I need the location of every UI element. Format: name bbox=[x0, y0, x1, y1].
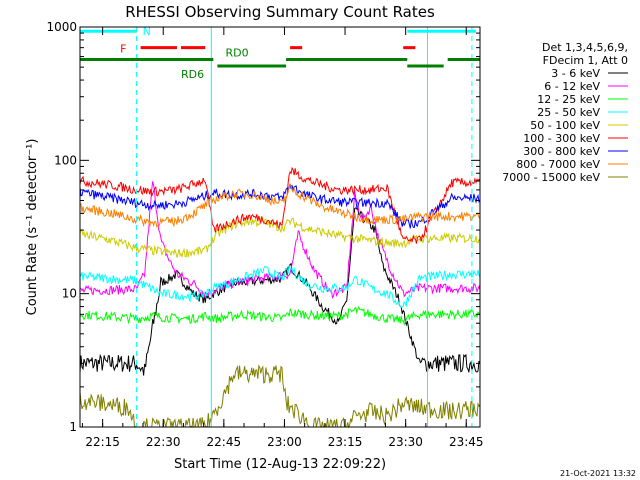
y-tick-label: 100 bbox=[54, 153, 77, 167]
y-tick-label: 10 bbox=[62, 287, 77, 301]
legend-label: 6 - 12 keV bbox=[544, 80, 600, 93]
x-tick-label: 23:00 bbox=[267, 435, 302, 449]
series-300-800-kev bbox=[79, 183, 481, 229]
timestamp: 21-Oct-2021 13:32 bbox=[560, 469, 636, 478]
x-tick-label: 22:30 bbox=[146, 435, 181, 449]
legend-label: 3 - 6 keV bbox=[551, 67, 600, 80]
x-tick-label: 23:15 bbox=[328, 435, 363, 449]
y-tick-label: 1000 bbox=[46, 20, 77, 34]
chart-title: RHESSI Observing Summary Count Rates bbox=[125, 3, 435, 21]
series-25-50-kev bbox=[79, 265, 481, 308]
legend-label: 25 - 50 keV bbox=[537, 106, 600, 119]
x-tick-label: 22:15 bbox=[85, 435, 120, 449]
legend-label: 100 - 300 keV bbox=[523, 132, 600, 145]
status-flags: N F RD0 RD6 bbox=[80, 25, 480, 427]
legend-label: 7000 - 15000 keV bbox=[502, 171, 600, 184]
legend-label: 50 - 100 keV bbox=[530, 119, 600, 132]
flag-label-n: N bbox=[143, 25, 151, 38]
x-tick-label: 23:45 bbox=[449, 435, 484, 449]
legend-label: 800 - 7000 keV bbox=[516, 158, 600, 171]
y-axis-label: Count Rate (s⁻¹ detector⁻¹) bbox=[25, 139, 40, 316]
flag-label-rd6: RD6 bbox=[181, 68, 204, 81]
series-12-25-kev bbox=[79, 305, 481, 326]
series-3-6-kev bbox=[79, 207, 481, 376]
plot-frame bbox=[79, 26, 481, 428]
axes: 22:15 22:30 22:45 23:00 23:15 23:30 23:45 1 10 10… bbox=[46, 20, 483, 449]
legend-label: 12 - 25 keV bbox=[537, 93, 600, 106]
y-tick-label: 1 bbox=[69, 420, 77, 434]
flag-label-f: F bbox=[120, 43, 126, 56]
x-axis-label: Start Time (12-Aug-13 22:09:22) bbox=[174, 457, 386, 472]
legend-header: FDecim 1, Att 0 bbox=[543, 54, 628, 67]
legend-header: Det 1,3,4,5,6,9, bbox=[542, 41, 628, 54]
series-7000-15000-kev bbox=[79, 364, 481, 429]
series-800-7000-kev bbox=[79, 183, 481, 228]
data-layer bbox=[79, 166, 481, 429]
x-tick-label: 22:45 bbox=[207, 435, 242, 449]
legend: Det 1,3,4,5,6,9,FDecim 1, Att 03 - 6 keV… bbox=[502, 41, 628, 184]
series-100-300-kev bbox=[79, 166, 481, 244]
x-tick-label: 23:30 bbox=[388, 435, 423, 449]
legend-label: 300 - 800 keV bbox=[523, 145, 600, 158]
flag-label-rd0: RD0 bbox=[225, 47, 248, 60]
